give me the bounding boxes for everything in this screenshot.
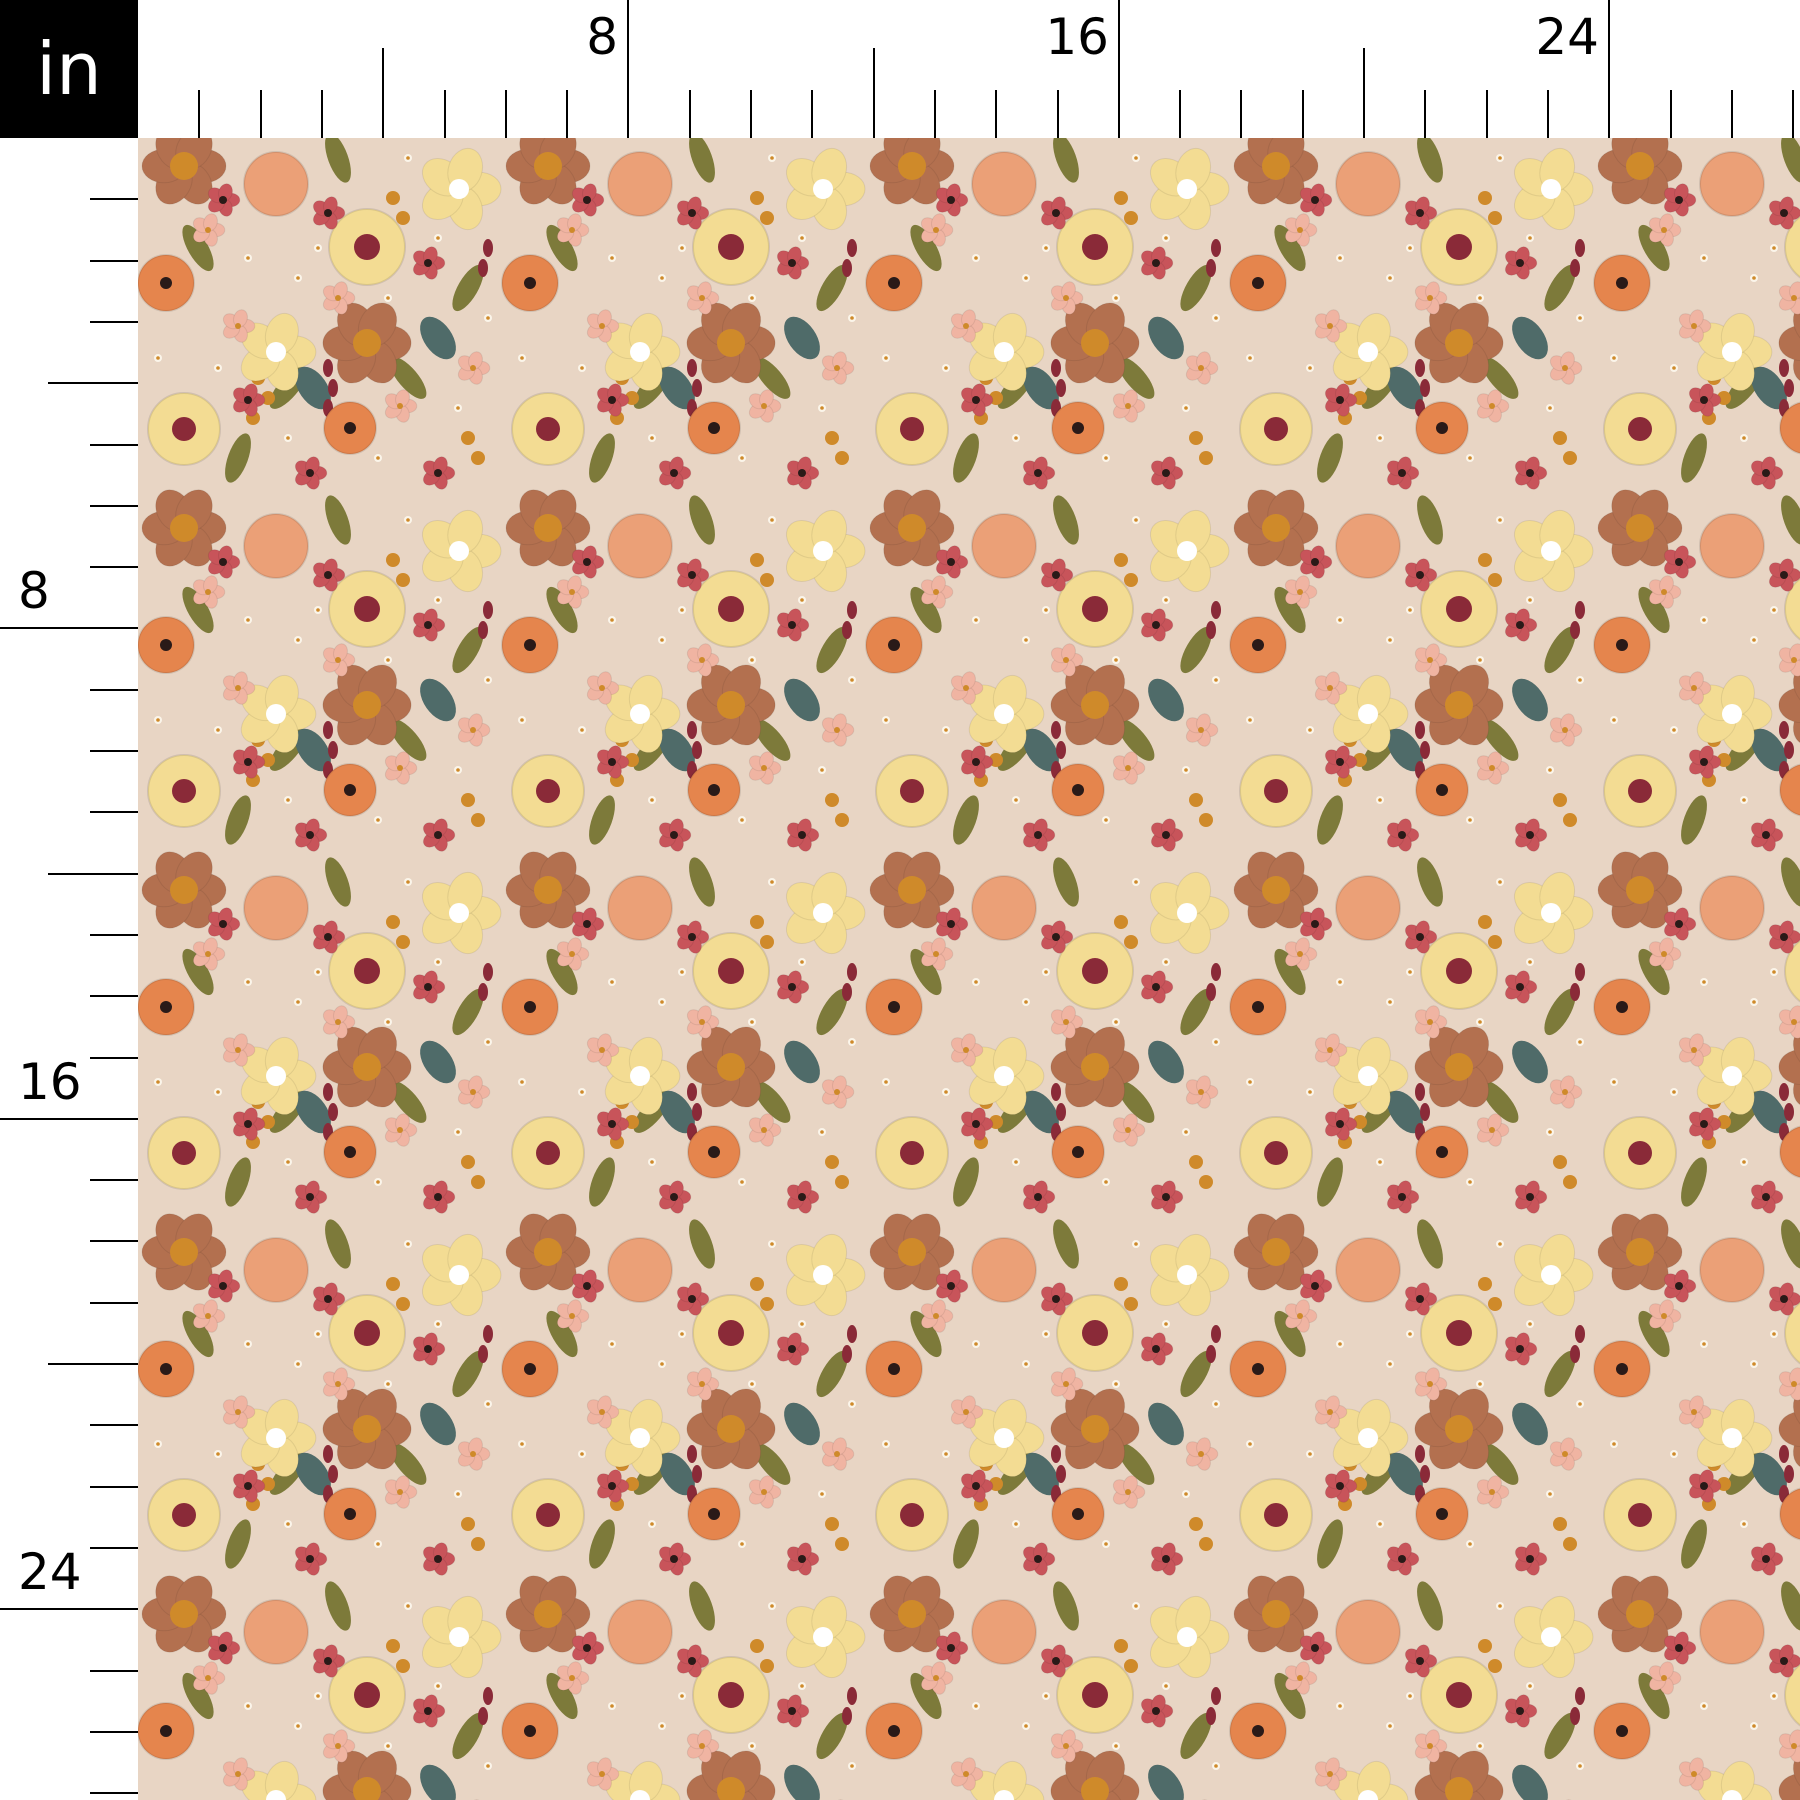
ruler-tick xyxy=(90,995,138,997)
ruler-tick xyxy=(995,90,997,138)
ruler-tick xyxy=(90,1302,138,1304)
ruler-tick xyxy=(90,1486,138,1488)
ruler-label: 16 xyxy=(1045,8,1109,66)
ruler-tick xyxy=(1547,90,1549,138)
ruler-tick xyxy=(90,198,138,200)
ruler-tick xyxy=(505,90,507,138)
ruler-tick xyxy=(1792,90,1794,138)
ruler-tick xyxy=(382,48,384,138)
ruler-tick xyxy=(0,1118,138,1120)
ruler-tick xyxy=(0,627,138,629)
floral-repeat xyxy=(138,138,1800,1800)
ruler-tick xyxy=(1179,90,1181,138)
ruler-label: 8 xyxy=(18,562,50,620)
ruler-tick xyxy=(90,811,138,813)
ruler-tick xyxy=(90,260,138,262)
ruler-tick xyxy=(1670,90,1672,138)
ruler-tick xyxy=(1486,90,1488,138)
ruler-label: 24 xyxy=(18,1543,82,1601)
top-ruler: 8 16 24 xyxy=(138,0,1800,138)
ruler-tick xyxy=(90,566,138,568)
ruler-tick xyxy=(90,1424,138,1426)
ruler-tick xyxy=(90,689,138,691)
ruler-tick xyxy=(90,444,138,446)
ruler-tick xyxy=(90,1792,138,1794)
ruler-tick xyxy=(566,90,568,138)
fabric-pattern-preview xyxy=(138,138,1800,1800)
ruler-tick xyxy=(90,1179,138,1181)
ruler-tick xyxy=(1057,90,1059,138)
ruler-tick xyxy=(48,873,138,875)
ruler-tick xyxy=(689,90,691,138)
ruler-tick xyxy=(1731,90,1733,138)
ruler-tick xyxy=(90,505,138,507)
ruler-tick xyxy=(873,48,875,138)
ruler-tick xyxy=(934,90,936,138)
ruler-tick xyxy=(1118,0,1120,138)
ruler-tick xyxy=(90,1670,138,1672)
ruler-tick xyxy=(0,1608,138,1610)
ruler-tick xyxy=(260,90,262,138)
left-ruler: 8 16 24 xyxy=(0,138,138,1800)
ruler-tick xyxy=(811,90,813,138)
ruler-tick xyxy=(198,90,200,138)
ruler-label: 8 xyxy=(586,8,618,66)
ruler-tick xyxy=(321,90,323,138)
ruler-tick xyxy=(90,750,138,752)
ruler-tick xyxy=(48,1363,138,1365)
ruler-tick xyxy=(444,90,446,138)
ruler-tick xyxy=(750,90,752,138)
unit-label: in xyxy=(0,0,138,138)
ruler-tick xyxy=(90,321,138,323)
ruler-tick xyxy=(1302,90,1304,138)
ruler-label: 24 xyxy=(1535,8,1599,66)
ruler-label: 16 xyxy=(18,1053,82,1111)
ruler-tick xyxy=(1363,48,1365,138)
ruler-tick xyxy=(1424,90,1426,138)
ruler-tick xyxy=(90,1057,138,1059)
ruler-tick xyxy=(48,382,138,384)
ruler-tick xyxy=(627,0,629,138)
ruler-tick xyxy=(90,1731,138,1733)
ruler-tick xyxy=(90,1240,138,1242)
ruler-tick xyxy=(90,934,138,936)
ruler-tick xyxy=(1608,0,1610,138)
ruler-tick xyxy=(90,1547,138,1549)
ruler-tick xyxy=(1240,90,1242,138)
